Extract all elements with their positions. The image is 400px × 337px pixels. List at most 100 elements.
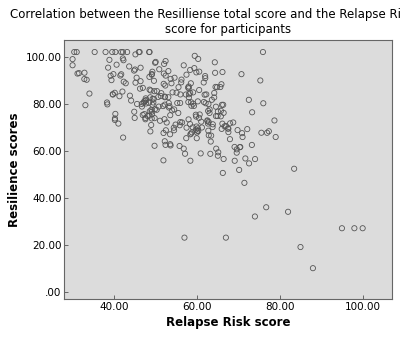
Point [241, 180, 248, 186]
Point [84, 77, 90, 83]
Point [140, 100, 147, 105]
Point [187, 121, 193, 127]
Point [252, 156, 258, 162]
Point [119, 89, 126, 94]
Point [246, 161, 252, 166]
Point [144, 113, 151, 119]
Point [152, 59, 159, 65]
Point [186, 84, 192, 89]
Point [218, 108, 224, 114]
Point [249, 142, 255, 148]
Point [239, 130, 245, 136]
Point [181, 235, 188, 240]
Point [148, 107, 155, 112]
Point [260, 49, 266, 55]
Point [172, 122, 179, 127]
Point [206, 132, 212, 138]
Point [166, 100, 172, 106]
Point [167, 142, 173, 147]
Point [264, 130, 270, 135]
Point [112, 117, 118, 123]
Point [141, 99, 147, 104]
Point [219, 69, 226, 75]
Point [128, 98, 134, 103]
Point [234, 147, 240, 152]
Point [110, 71, 117, 77]
Point [178, 77, 185, 82]
Point [160, 158, 167, 163]
Point [178, 80, 184, 85]
Point [171, 107, 178, 112]
Point [106, 57, 113, 63]
Point [113, 62, 120, 67]
Point [112, 90, 118, 95]
Point [206, 107, 213, 112]
Point [146, 100, 152, 105]
Point [162, 58, 169, 64]
Point [215, 153, 221, 158]
Point [217, 84, 224, 90]
Point [225, 129, 232, 135]
Point [141, 112, 148, 117]
Point [152, 106, 158, 112]
Point [169, 108, 175, 113]
Point [120, 49, 126, 55]
Point [189, 130, 195, 135]
Point [237, 144, 244, 150]
Point [149, 96, 156, 101]
Point [215, 150, 222, 155]
Point [149, 112, 155, 117]
Point [180, 146, 187, 151]
Point [69, 63, 76, 68]
Point [205, 108, 211, 114]
Point [191, 65, 198, 71]
Point [195, 56, 201, 62]
Point [81, 70, 88, 75]
Point [156, 104, 162, 109]
Point [131, 68, 137, 73]
Point [213, 104, 219, 110]
Point [146, 74, 153, 80]
Point [201, 99, 207, 105]
Point [218, 82, 225, 87]
Point [162, 142, 169, 148]
Point [151, 78, 157, 84]
Point [212, 60, 218, 65]
Point [166, 105, 172, 110]
Point [202, 75, 208, 81]
Point [110, 92, 116, 97]
Point [134, 75, 140, 81]
Point [165, 68, 172, 74]
Point [339, 225, 345, 231]
Point [208, 139, 214, 144]
Point [161, 71, 167, 76]
Point [202, 100, 209, 106]
Point [81, 76, 88, 82]
Point [196, 115, 202, 121]
Point [205, 101, 212, 107]
Point [193, 124, 200, 129]
Point [112, 116, 118, 121]
Point [71, 49, 78, 55]
Point [112, 111, 118, 117]
Point [239, 134, 246, 140]
Point [151, 143, 158, 149]
Point [161, 117, 168, 122]
Point [199, 125, 205, 130]
Point [164, 120, 170, 125]
Point [219, 121, 226, 126]
Point [154, 107, 160, 113]
Point [120, 56, 126, 61]
Point [227, 121, 233, 126]
Point [188, 99, 194, 105]
Point [151, 96, 157, 101]
Point [236, 167, 242, 173]
Point [205, 128, 212, 133]
Point [271, 118, 278, 123]
Point [158, 91, 164, 96]
Y-axis label: Resilience scores: Resilience scores [8, 112, 21, 227]
Point [257, 78, 264, 83]
Point [223, 235, 229, 240]
Point [167, 143, 174, 148]
X-axis label: Relapse Risk score: Relapse Risk score [166, 316, 290, 329]
